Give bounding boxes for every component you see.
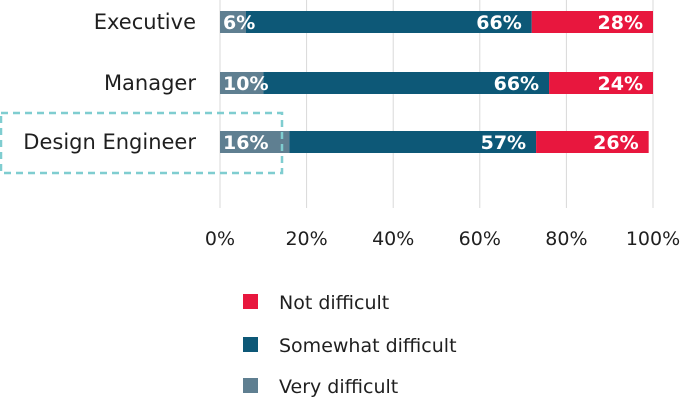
highlight-box [0,111,284,175]
bar-executive-very-difficult [220,11,246,33]
data-label-manager-somewhat-difficult: 66% [494,73,539,95]
legend: Not difficult Somewhat difficult Very diff… [243,292,457,398]
data-labels: 6% 66% 28% 10% 66% 24% 16% 57% 26% [223,12,643,154]
highlight-rect-design-engineer [0,111,284,175]
legend-label-very-difficult: Very difficult [279,376,398,398]
x-axis-ticks: 0% 20% 40% 60% 80% 100% [205,228,680,250]
x-tick-label-5: 100% [626,228,680,250]
x-tick-label-0: 0% [205,228,235,250]
bar-design-engineer-very-difficult [220,131,290,153]
legend-label-somewhat-difficult: Somewhat difficult [279,335,457,357]
bar-manager-very-difficult [220,72,264,94]
bar-executive-not-difficult [531,11,653,33]
legend-swatch-somewhat-difficult [243,337,258,352]
category-label-executive: Executive [94,10,196,34]
bar-design-engineer-somewhat-difficult [289,131,537,153]
legend-swatch-not-difficult [243,294,258,309]
x-tick-label-1: 20% [285,228,327,250]
data-label-design-engineer-very-difficult: 16% [223,132,268,154]
data-label-manager-not-difficult: 24% [598,73,643,95]
x-tick-label-3: 60% [459,228,501,250]
data-label-design-engineer-somewhat-difficult: 57% [481,132,526,154]
data-label-design-engineer-not-difficult: 26% [593,132,638,154]
category-label-manager: Manager [104,71,196,95]
category-labels: Executive Manager Design Engineer [23,10,196,154]
bar-design-engineer-not-difficult [536,131,649,153]
bar-manager-not-difficult [549,72,653,94]
bar-manager-somewhat-difficult [263,72,550,94]
x-tick-label-4: 80% [545,228,587,250]
legend-label-not-difficult: Not difficult [279,292,389,314]
x-tick-label-2: 40% [372,228,414,250]
legend-swatch-very-difficult [243,378,258,393]
bars [220,11,653,153]
category-label-design-engineer: Design Engineer [23,130,196,154]
data-label-executive-somewhat-difficult: 66% [476,12,521,34]
data-label-executive-not-difficult: 28% [598,12,643,34]
data-label-executive-very-difficult: 6% [223,12,255,34]
bar-executive-somewhat-difficult [245,11,532,33]
data-label-manager-very-difficult: 10% [223,73,268,95]
